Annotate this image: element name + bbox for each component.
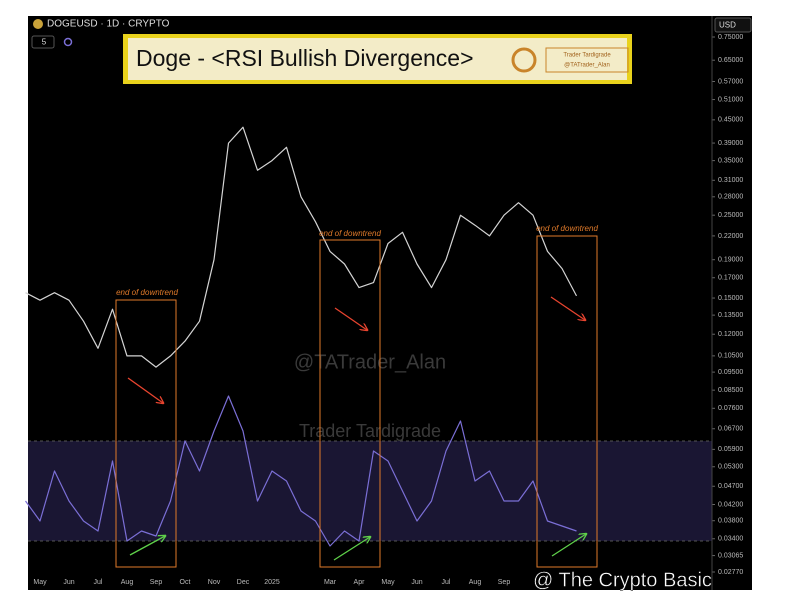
highlight-boxes [115, 235, 598, 568]
x-tick-label: Jun [63, 579, 74, 586]
x-tick-label: Aug [121, 579, 134, 586]
y-tick-label: 0.65000 [718, 57, 743, 64]
divergence-arrows [127, 296, 586, 561]
y-tick-label: 0.05900 [718, 446, 743, 453]
y-tick-label: 0.39000 [718, 140, 743, 147]
arrow [334, 307, 367, 330]
arrow [127, 377, 163, 403]
y-tick-label: 0.15000 [718, 295, 743, 302]
x-tick-label: Jul [94, 579, 103, 586]
x-tick-label: Dec [237, 579, 250, 586]
y-tick-label: 0.10500 [718, 353, 743, 360]
rsi-band [28, 441, 712, 541]
y-tick-label: 0.31000 [718, 177, 743, 184]
box [115, 299, 177, 568]
banner-author: Trader Tardigrade [563, 53, 611, 59]
banner [128, 38, 627, 80]
interval-selector[interactable]: 5 [42, 38, 47, 47]
y-tick-label: 0.03800 [718, 518, 743, 525]
y-tick-label: 0.25000 [718, 212, 743, 219]
arrow [333, 537, 370, 561]
annotation: end of downtrend [116, 288, 178, 297]
annotation: end of downtrend [536, 224, 598, 233]
x-tick-label: Mar [324, 579, 337, 586]
box [536, 235, 598, 568]
y-tick-label: 0.35000 [718, 157, 743, 164]
y-tick-label: 0.12000 [718, 331, 743, 338]
watermark: @TATrader_Alan [294, 351, 446, 373]
x-tick-label: May [33, 579, 47, 586]
x-tick-label: Jul [442, 579, 451, 586]
x-tick-label: Oct [180, 579, 191, 586]
y-tick-label: 0.17000 [718, 275, 743, 282]
x-tick-label: Sep [498, 579, 511, 586]
annotation: end of downtrend [319, 229, 381, 238]
y-tick-label: 0.09500 [718, 369, 743, 376]
y-tick-label: 0.19000 [718, 257, 743, 264]
y-tick-label: 0.07600 [718, 405, 743, 412]
y-tick-label: 0.03400 [718, 536, 743, 543]
y-tick-label: 0.04200 [718, 501, 743, 508]
banner-logo [511, 47, 537, 73]
x-tick-label: May [381, 579, 395, 586]
arrow [550, 296, 585, 320]
y-tick-label: 0.51000 [718, 96, 743, 103]
arrow [551, 534, 586, 557]
price-line [25, 126, 578, 368]
indicator-icon[interactable] [63, 37, 73, 47]
x-tick-label: Nov [208, 579, 221, 586]
arrow [129, 536, 165, 556]
banner-title: Doge - <RSI Bullish Divergence> [136, 45, 474, 71]
y-tick-label: 0.06700 [718, 426, 743, 433]
y-tick-label: 0.05300 [718, 464, 743, 471]
x-tick-label: 2025 [264, 579, 280, 586]
x-tick-label: Sep [150, 579, 163, 586]
coin-icon [33, 19, 43, 29]
y-tick-label: 0.75000 [718, 34, 743, 41]
symbol: DOGEUSD · 1D · CRYPTO [47, 19, 170, 30]
y-tick-label: 0.28000 [718, 194, 743, 201]
y-tick-label: 0.57000 [718, 78, 743, 85]
y-tick-label: 0.13500 [718, 312, 743, 319]
y-tick-label: 0.08500 [718, 387, 743, 394]
banner-badge [545, 47, 629, 73]
y-tick-label: 0.45000 [718, 117, 743, 124]
x-tick-label: Apr [354, 579, 366, 586]
watermark: Trader Tardigrade [299, 421, 441, 441]
y-tick-label: 0.02770 [718, 569, 743, 576]
currency-box[interactable] [714, 17, 752, 33]
x-tick-label: Aug [469, 579, 482, 586]
banner-handle: @TATrader_Alan [564, 63, 610, 69]
y-tick-label: 0.22000 [718, 233, 743, 240]
box [319, 239, 381, 568]
plot-area: 0.75000 0.65000 0.57000 0.51000 0.45000 0.390… [25, 16, 743, 590]
currency[interactable]: USD [719, 21, 736, 30]
x-tick-label: Jun [411, 579, 422, 586]
y-tick-label: 0.04700 [718, 483, 743, 490]
y-tick-label: 0.03065 [718, 552, 743, 559]
interval-box[interactable] [31, 35, 55, 49]
watermark: @ The Crypto Basic [533, 569, 712, 591]
rsi-line [25, 395, 577, 547]
